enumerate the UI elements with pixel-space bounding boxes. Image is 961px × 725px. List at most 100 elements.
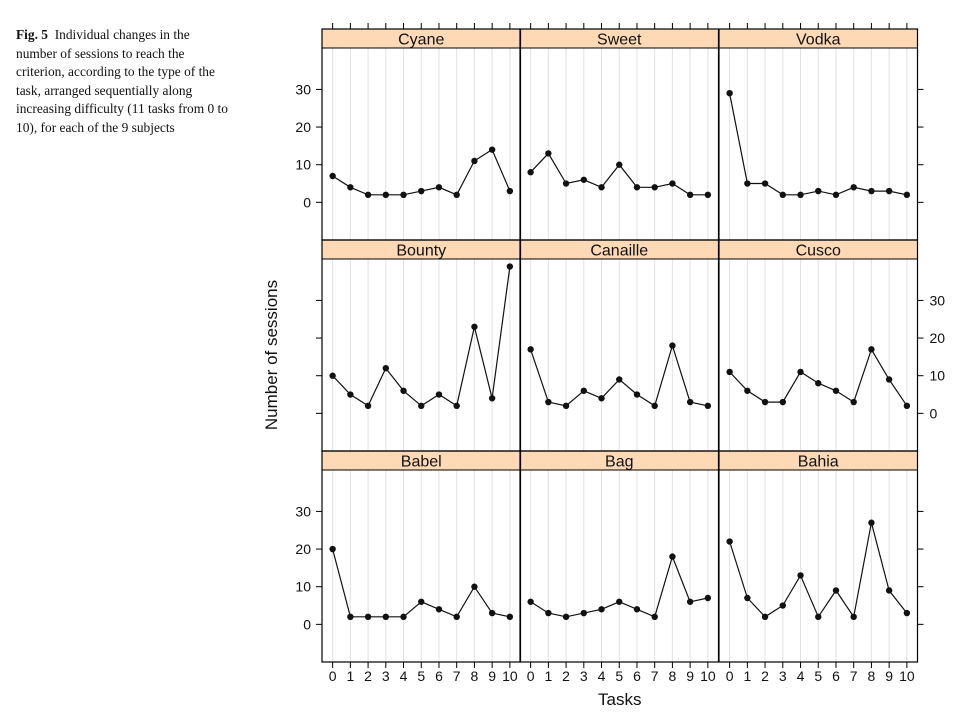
data-point-bag-1 bbox=[545, 609, 552, 617]
data-point-babel-5 bbox=[418, 598, 425, 605]
data-point-bahia-3 bbox=[779, 602, 787, 609]
x-tick-label-1-6: 6 bbox=[633, 668, 641, 684]
x-tick-label-2-3: 3 bbox=[779, 668, 787, 684]
data-point-bahia-6 bbox=[832, 587, 840, 594]
data-point-cyane-5 bbox=[418, 187, 425, 195]
x-tick-label-0-1: 1 bbox=[346, 668, 354, 684]
y-tick-label-left-0-0: 0 bbox=[303, 194, 311, 210]
x-tick-label-1-9: 9 bbox=[686, 668, 694, 684]
panel-title-bahia: Bahia bbox=[798, 454, 839, 471]
x-tick-label-1-8: 8 bbox=[669, 668, 677, 684]
data-point-babel-7 bbox=[453, 613, 460, 621]
data-point-bag-3 bbox=[580, 609, 588, 617]
x-tick-label-2-4: 4 bbox=[797, 668, 805, 684]
data-point-babel-10 bbox=[506, 613, 514, 621]
data-point-cyane-1 bbox=[347, 184, 354, 191]
data-point-bahia-0 bbox=[726, 538, 733, 545]
panel-title-bag: Bag bbox=[605, 454, 633, 471]
data-point-sweet-3 bbox=[580, 176, 588, 183]
x-tick-label-2-9: 9 bbox=[885, 668, 893, 684]
data-point-cyane-10 bbox=[506, 187, 514, 195]
x-tick-label-1-0: 0 bbox=[527, 668, 535, 684]
panel-title-cusco: Cusco bbox=[796, 243, 841, 260]
data-point-canaille-1 bbox=[545, 398, 552, 406]
data-point-canaille-9 bbox=[686, 398, 694, 406]
data-point-bounty-10 bbox=[506, 263, 514, 270]
data-point-sweet-4 bbox=[598, 184, 605, 191]
x-tick-label-0-7: 7 bbox=[453, 668, 461, 684]
data-point-cusco-2 bbox=[761, 398, 769, 406]
figure-caption: Fig. 5 Individual changes in the number … bbox=[16, 26, 228, 138]
x-tick-label-1-3: 3 bbox=[580, 668, 588, 684]
y-tick-label-left-2-2: 20 bbox=[295, 541, 311, 557]
data-point-sweet-10 bbox=[704, 191, 712, 199]
data-point-cyane-3 bbox=[382, 191, 390, 199]
data-point-cyane-9 bbox=[488, 146, 496, 153]
y-tick-label-right-1-2: 20 bbox=[930, 330, 946, 346]
x-tick-label-0-6: 6 bbox=[435, 668, 443, 684]
data-point-bahia-8 bbox=[868, 519, 875, 526]
panel-title-babel: Babel bbox=[401, 454, 442, 471]
figure-label: Fig. 5 bbox=[16, 27, 48, 42]
panel-title-cyane: Cyane bbox=[398, 32, 444, 49]
data-point-canaille-8 bbox=[669, 342, 676, 349]
data-point-bag-7 bbox=[651, 613, 658, 621]
y-tick-label-left-0-1: 10 bbox=[295, 157, 311, 173]
panel-title-vodka: Vodka bbox=[796, 32, 841, 49]
data-point-cusco-7 bbox=[850, 398, 857, 406]
data-point-babel-9 bbox=[488, 609, 496, 617]
data-point-bag-8 bbox=[669, 553, 676, 560]
data-point-babel-2 bbox=[364, 613, 372, 621]
data-point-cyane-8 bbox=[471, 157, 478, 165]
y-tick-label-left-2-1: 10 bbox=[295, 579, 311, 595]
data-point-sweet-7 bbox=[651, 184, 658, 191]
data-point-vodka-9 bbox=[885, 187, 893, 195]
data-point-babel-6 bbox=[435, 606, 443, 613]
data-point-cusco-10 bbox=[903, 402, 911, 410]
y-tick-label-right-1-0: 0 bbox=[930, 405, 938, 421]
data-point-bag-6 bbox=[633, 606, 641, 613]
data-point-babel-3 bbox=[382, 613, 390, 621]
data-point-bahia-9 bbox=[885, 587, 893, 594]
x-tick-label-1-5: 5 bbox=[615, 668, 623, 684]
data-point-vodka-8 bbox=[868, 187, 875, 195]
y-tick-label-left-0-2: 20 bbox=[295, 119, 311, 135]
data-point-bahia-10 bbox=[903, 609, 911, 617]
data-point-bounty-9 bbox=[488, 395, 496, 402]
data-point-sweet-1 bbox=[545, 150, 552, 157]
data-point-cusco-4 bbox=[797, 368, 804, 376]
panel-title-bounty: Bounty bbox=[396, 243, 446, 260]
x-tick-label-0-8: 8 bbox=[471, 668, 479, 684]
data-point-cusco-6 bbox=[832, 387, 840, 394]
y-tick-label-right-1-3: 30 bbox=[930, 292, 946, 308]
data-point-canaille-5 bbox=[616, 376, 623, 383]
x-tick-label-0-5: 5 bbox=[417, 668, 425, 684]
data-point-sweet-5 bbox=[616, 161, 623, 168]
x-tick-label-1-2: 2 bbox=[562, 668, 570, 684]
data-point-vodka-3 bbox=[779, 191, 787, 199]
x-tick-label-1-4: 4 bbox=[598, 668, 606, 684]
data-point-bag-10 bbox=[704, 594, 712, 602]
data-point-babel-4 bbox=[400, 613, 407, 621]
data-point-vodka-4 bbox=[797, 191, 804, 199]
data-point-bounty-6 bbox=[435, 391, 443, 398]
panel-title-canaille: Canaille bbox=[590, 243, 648, 260]
x-tick-label-2-6: 6 bbox=[832, 668, 840, 684]
panel-title-sweet: Sweet bbox=[597, 32, 642, 49]
data-point-vodka-1 bbox=[744, 180, 751, 187]
data-point-babel-8 bbox=[471, 583, 478, 590]
data-point-canaille-6 bbox=[633, 391, 641, 398]
data-point-cusco-1 bbox=[744, 387, 751, 394]
data-point-cyane-7 bbox=[453, 191, 460, 199]
data-point-vodka-10 bbox=[903, 191, 911, 199]
data-point-vodka-2 bbox=[761, 180, 769, 187]
data-point-bounty-7 bbox=[453, 402, 460, 410]
data-point-canaille-2 bbox=[562, 402, 570, 410]
data-point-babel-1 bbox=[347, 613, 354, 621]
data-point-bahia-1 bbox=[744, 594, 751, 602]
x-axis-title: Tasks bbox=[598, 690, 641, 709]
data-point-bahia-2 bbox=[761, 613, 769, 621]
data-point-bounty-4 bbox=[400, 387, 407, 394]
data-point-cusco-8 bbox=[868, 346, 875, 353]
